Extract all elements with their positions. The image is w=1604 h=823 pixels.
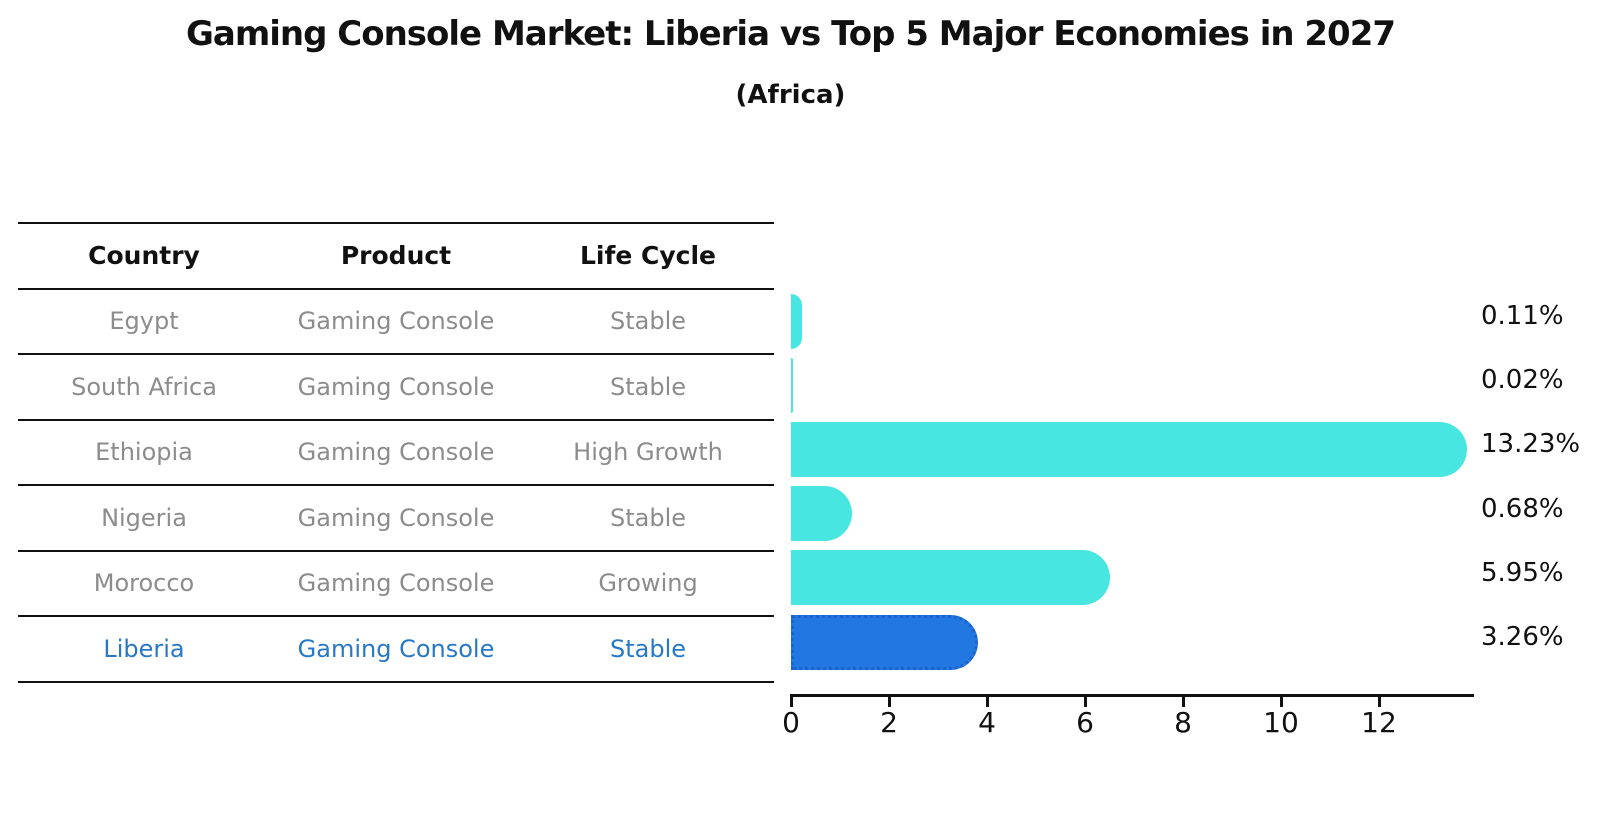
data-table: Country Product Life Cycle Egypt Gaming C… bbox=[18, 222, 774, 683]
value-label-ethiopia: 13.23% bbox=[1481, 429, 1581, 460]
value-label-liberia: 3.26% bbox=[1481, 622, 1564, 652]
bar-morocco bbox=[791, 550, 1111, 606]
table-row-ethiopia: Ethiopia Gaming Console High Growth bbox=[18, 421, 774, 486]
table-header-row: Country Product Life Cycle bbox=[18, 224, 774, 290]
bar-south-africa bbox=[791, 357, 793, 413]
x-axis-tick-0 bbox=[790, 697, 793, 707]
x-axis-tick-8 bbox=[1182, 697, 1185, 707]
cell-product: Gaming Console bbox=[297, 307, 495, 336]
x-axis-tick-4 bbox=[986, 697, 989, 707]
column-header-product: Product bbox=[340, 241, 452, 271]
cell-life-cycle: Stable bbox=[609, 372, 687, 401]
table-row-nigeria: Nigeria Gaming Console Stable bbox=[18, 486, 774, 552]
bar-ethiopia bbox=[791, 421, 1467, 477]
cell-life-cycle: Stable bbox=[609, 307, 687, 336]
x-axis-tick-12 bbox=[1378, 697, 1381, 707]
chart-subtitle: (Africa) bbox=[735, 80, 846, 110]
cell-product: Gaming Console bbox=[297, 634, 495, 663]
table-row-egypt: Egypt Gaming Console Stable bbox=[18, 290, 774, 355]
x-axis-tick-label-6: 6 bbox=[1076, 706, 1094, 739]
cell-product: Gaming Console bbox=[297, 569, 495, 598]
x-axis-tick-label-2: 2 bbox=[880, 706, 898, 739]
value-label-morocco: 5.95% bbox=[1481, 557, 1564, 588]
x-axis-tick-label-8: 8 bbox=[1174, 706, 1192, 739]
cell-country: South Africa bbox=[71, 372, 217, 401]
value-label-south-africa: 0.02% bbox=[1481, 365, 1564, 396]
cell-product: Gaming Console bbox=[297, 503, 495, 532]
value-label-nigeria: 0.68% bbox=[1481, 493, 1564, 524]
x-axis-tick-label-4: 4 bbox=[978, 706, 996, 739]
column-header-life-cycle: Life Cycle bbox=[579, 241, 717, 271]
cell-life-cycle: Stable bbox=[609, 634, 687, 663]
table-row-south-africa: South Africa Gaming Console Stable bbox=[18, 355, 774, 421]
x-axis-tick-label-12: 12 bbox=[1361, 706, 1397, 739]
x-axis-tick-2 bbox=[888, 697, 891, 707]
table-row-liberia: Liberia Gaming Console Stable bbox=[18, 617, 774, 683]
value-label-egypt: 0.11% bbox=[1481, 301, 1564, 331]
table-row-morocco: Morocco Gaming Console Growing bbox=[18, 552, 774, 617]
x-axis-tick-6 bbox=[1084, 697, 1087, 707]
cell-life-cycle: High Growth bbox=[573, 438, 723, 467]
cell-life-cycle: Growing bbox=[598, 569, 698, 598]
cell-life-cycle: Stable bbox=[609, 503, 687, 532]
x-axis-tick-label-10: 10 bbox=[1263, 706, 1299, 739]
cell-product: Gaming Console bbox=[297, 438, 495, 467]
bar-nigeria bbox=[791, 486, 852, 542]
cell-country: Morocco bbox=[93, 569, 195, 598]
cell-country: Ethiopia bbox=[95, 438, 193, 467]
cell-product: Gaming Console bbox=[297, 372, 495, 401]
x-axis-tick-label-0: 0 bbox=[782, 706, 800, 739]
bar-liberia bbox=[791, 614, 979, 670]
column-header-country: Country bbox=[88, 241, 200, 271]
cell-country: Egypt bbox=[109, 307, 179, 336]
x-axis-tick-10 bbox=[1280, 697, 1283, 707]
cell-country: Liberia bbox=[103, 634, 185, 663]
table-body: Egypt Gaming Console Stable South Africa Gam… bbox=[18, 290, 774, 683]
x-axis-line bbox=[790, 694, 1474, 697]
cell-country: Nigeria bbox=[101, 503, 187, 532]
chart-title: Gaming Console Market: Liberia vs Top 5 … bbox=[185, 14, 1396, 54]
bar-egypt bbox=[791, 293, 802, 349]
